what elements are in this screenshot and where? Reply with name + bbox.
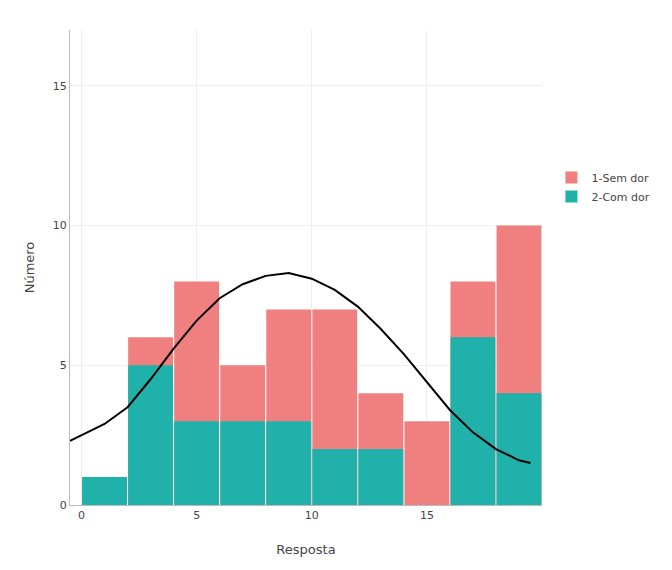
svg-text:5: 5 [60, 359, 67, 372]
svg-text:0: 0 [60, 499, 67, 512]
svg-text:15: 15 [420, 509, 434, 522]
svg-text:0: 0 [78, 509, 85, 522]
svg-text:10: 10 [305, 509, 319, 522]
svg-text:2-Com dor: 2-Com dor [591, 191, 649, 204]
svg-text:10: 10 [53, 219, 67, 232]
svg-text:Número: Número [22, 242, 37, 294]
svg-text:1-Sem dor: 1-Sem dor [591, 172, 649, 185]
svg-text:15: 15 [53, 80, 67, 93]
svg-text:Resposta: Resposta [276, 542, 335, 557]
svg-text:5: 5 [193, 509, 200, 522]
